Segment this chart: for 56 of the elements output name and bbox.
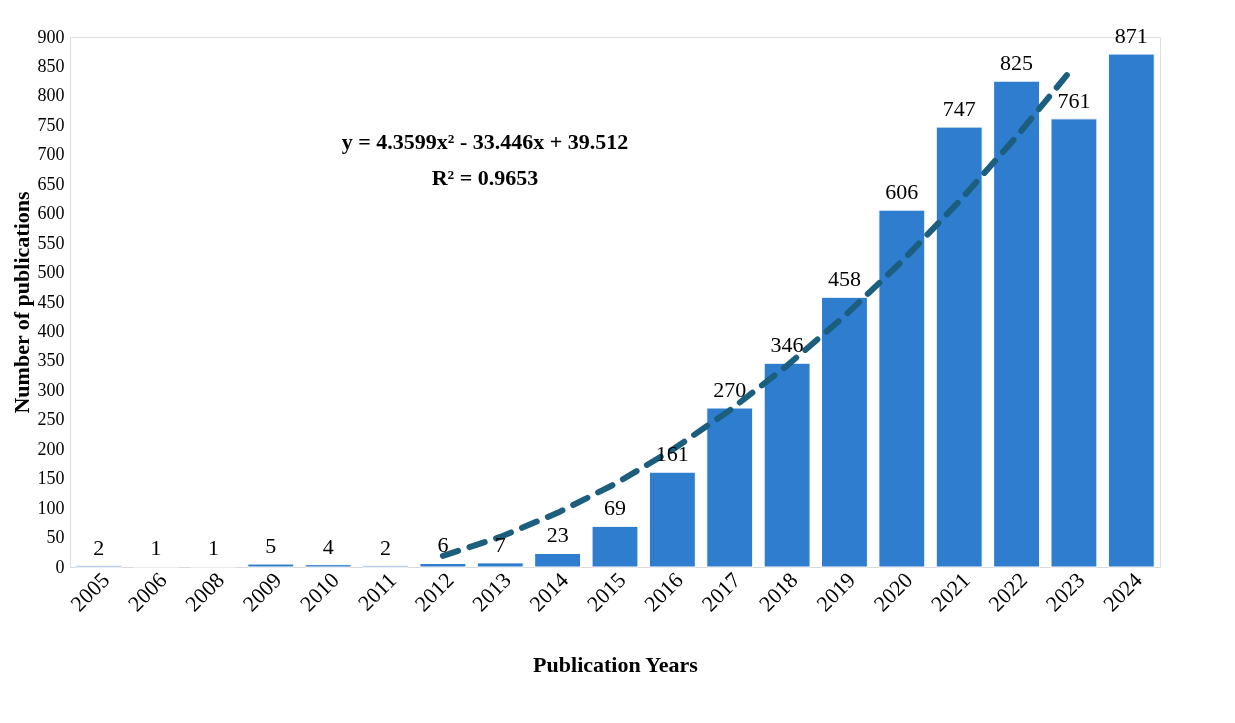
data-label: 761 — [1057, 87, 1091, 113]
data-label: 2 — [93, 534, 105, 560]
x-axis-title: Publication Years — [533, 652, 699, 678]
data-label: 458 — [827, 266, 861, 292]
data-label: 69 — [604, 495, 626, 521]
y-tick-label: 900 — [37, 26, 65, 47]
bar — [1107, 53, 1155, 568]
bar — [821, 296, 868, 568]
bar — [1050, 118, 1098, 568]
bar — [706, 407, 754, 568]
bar — [648, 471, 696, 568]
data-label: 1 — [150, 535, 162, 561]
data-label: 4 — [322, 533, 334, 559]
y-tick-label: 400 — [37, 320, 65, 341]
bar — [476, 562, 524, 568]
data-label: 346 — [770, 332, 804, 358]
data-label: 6 — [437, 532, 449, 558]
annotation: y = 4.3599x² - 33.446x + 39.512 — [341, 129, 629, 154]
y-tick-label: 350 — [37, 350, 65, 371]
data-label: 5 — [265, 533, 277, 559]
y-tick-label: 550 — [37, 232, 65, 253]
y-tick-label: 0 — [55, 556, 65, 577]
y-tick-label: 700 — [37, 144, 65, 165]
y-tick-label: 250 — [37, 409, 65, 430]
bar — [591, 525, 639, 568]
y-tick-label: 150 — [37, 468, 65, 489]
y-tick-label: 750 — [37, 114, 65, 135]
y-tick-label: 800 — [37, 85, 65, 106]
y-axis-title: Number of publications — [8, 191, 34, 414]
data-label: 825 — [1000, 50, 1034, 76]
data-label: 2 — [380, 534, 392, 560]
data-label: 606 — [885, 179, 919, 205]
x-tick-label: 2011 — [352, 567, 402, 616]
annotation: R² = 0.9653 — [431, 165, 539, 190]
bar — [763, 362, 811, 568]
y-tick-label: 300 — [37, 379, 65, 400]
y-tick-label: 100 — [37, 497, 65, 518]
data-label: 270 — [713, 377, 747, 402]
y-tick-label: 50 — [46, 527, 65, 548]
y-tick-label: 500 — [37, 262, 65, 283]
y-tick-label: 850 — [37, 55, 65, 76]
bar — [247, 563, 295, 568]
data-label: 23 — [546, 522, 569, 548]
data-label: 1 — [207, 535, 219, 561]
y-tick-label: 650 — [37, 173, 65, 194]
y-tick-label: 200 — [37, 438, 65, 459]
bar — [878, 209, 926, 568]
bar — [534, 552, 582, 568]
bar — [993, 80, 1041, 568]
data-label: 871 — [1114, 23, 1148, 49]
data-label: 747 — [942, 96, 976, 122]
y-tick-label: 600 — [37, 203, 65, 224]
bar — [304, 564, 352, 568]
bar — [419, 562, 467, 568]
bar — [935, 126, 983, 568]
y-tick-label: 450 — [37, 291, 65, 312]
